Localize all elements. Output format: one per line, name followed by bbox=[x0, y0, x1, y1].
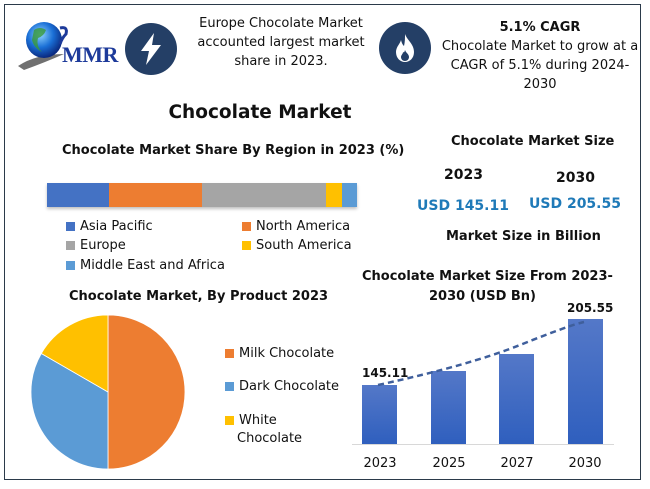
legend-north-america: North America bbox=[242, 219, 350, 234]
year-start: 2023 bbox=[444, 167, 483, 183]
region-stacked-bar bbox=[47, 183, 357, 207]
year-end: 2030 bbox=[556, 170, 595, 186]
product-pie-chart bbox=[30, 315, 186, 470]
x-label-2025: 2025 bbox=[432, 456, 466, 471]
data-label-2030: 205.55 bbox=[567, 301, 614, 315]
lightning-bolt-icon bbox=[125, 23, 177, 75]
legend-mea: Middle East and Africa bbox=[66, 258, 225, 273]
product-chart-title: Chocolate Market, By Product 2023 bbox=[69, 289, 329, 304]
x-label-2023: 2023 bbox=[363, 456, 397, 471]
value-end: USD 205.55 bbox=[529, 196, 621, 212]
cagr-note: 5.1% CAGR Chocolate Market to grow at a … bbox=[440, 18, 640, 94]
legend-asia-pacific: Asia Pacific bbox=[66, 219, 153, 234]
mmr-logo: MMR bbox=[16, 18, 118, 78]
segment-south-america bbox=[326, 183, 342, 207]
value-start: USD 145.11 bbox=[417, 198, 509, 214]
legend-europe: Europe bbox=[66, 238, 126, 253]
x-label-2030: 2030 bbox=[568, 456, 602, 471]
infographic-frame bbox=[4, 4, 641, 480]
swatch-icon bbox=[242, 222, 251, 231]
legend-white-chocolate: White bbox=[225, 413, 277, 428]
cagr-text: Chocolate Market to grow at a CAGR of 5.… bbox=[441, 39, 639, 92]
swatch-icon bbox=[66, 261, 75, 270]
page-title: Chocolate Market bbox=[168, 102, 352, 123]
segment-north-america bbox=[109, 183, 202, 207]
segment-asia-pacific bbox=[47, 183, 109, 207]
legend-milk-chocolate: Milk Chocolate bbox=[225, 346, 334, 361]
legend-white-chocolate-line2: Chocolate bbox=[237, 431, 303, 446]
bar-2023 bbox=[362, 385, 397, 444]
slice-milk-chocolate bbox=[107, 315, 186, 470]
x-axis-line bbox=[352, 444, 614, 445]
size-chart-title-line1: Chocolate Market Size From 2023- bbox=[362, 269, 613, 284]
region-chart-title: Chocolate Market Share By Region in 2023… bbox=[62, 143, 405, 158]
x-label-2027: 2027 bbox=[500, 456, 534, 471]
cagr-title: 5.1% CAGR bbox=[499, 20, 581, 35]
segment-europe bbox=[202, 183, 326, 207]
bar-2027 bbox=[499, 354, 534, 444]
bar-2030 bbox=[568, 319, 603, 444]
swatch-icon bbox=[225, 349, 234, 358]
swatch-icon bbox=[242, 241, 251, 250]
segment-mea bbox=[341, 183, 357, 207]
size-chart-title-line2: 2030 (USD Bn) bbox=[429, 289, 536, 304]
market-size-title: Chocolate Market Size bbox=[451, 134, 615, 149]
swatch-icon bbox=[66, 241, 75, 250]
swatch-icon bbox=[225, 416, 234, 425]
swatch-icon bbox=[225, 382, 234, 391]
europe-share-note: Europe Chocolate Market accounted larges… bbox=[197, 16, 365, 69]
swatch-icon bbox=[66, 222, 75, 231]
market-size-unit: Market Size in Billion bbox=[446, 229, 601, 244]
slice-dark-chocolate bbox=[30, 352, 109, 470]
legend-dark-chocolate: Dark Chocolate bbox=[225, 379, 339, 394]
logo-text: MMR bbox=[62, 42, 118, 67]
flame-icon bbox=[379, 22, 431, 74]
globe-icon bbox=[18, 22, 68, 70]
legend-south-america: South America bbox=[242, 238, 352, 253]
data-label-2023: 145.11 bbox=[362, 366, 409, 380]
bar-2025 bbox=[431, 371, 466, 444]
slice-white-chocolate bbox=[40, 315, 109, 393]
